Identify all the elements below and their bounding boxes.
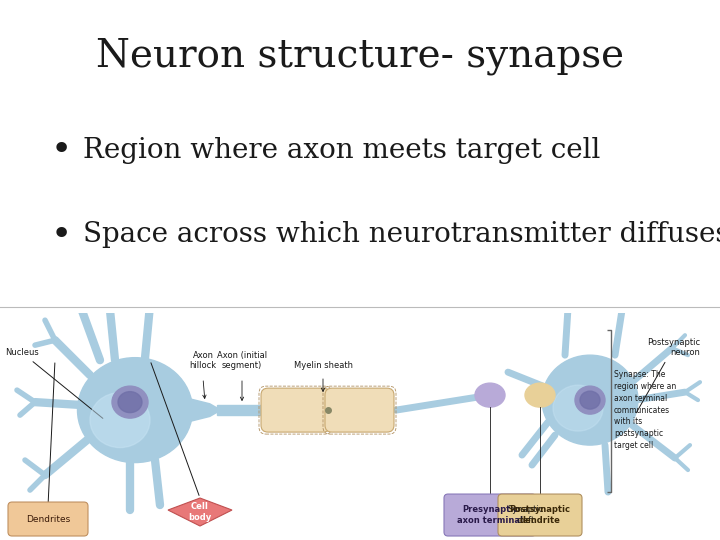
Text: •: • bbox=[50, 218, 72, 252]
Polygon shape bbox=[217, 405, 265, 415]
Text: Nucleus: Nucleus bbox=[5, 348, 103, 418]
Ellipse shape bbox=[553, 385, 603, 431]
FancyBboxPatch shape bbox=[325, 388, 394, 432]
Text: Postsynaptic
dendrite: Postsynaptic dendrite bbox=[510, 505, 570, 525]
Text: Synaptic
cleft: Synaptic cleft bbox=[508, 505, 544, 525]
FancyBboxPatch shape bbox=[261, 388, 330, 432]
Ellipse shape bbox=[575, 386, 605, 414]
Text: Postsynaptic
neuron: Postsynaptic neuron bbox=[636, 338, 700, 413]
Ellipse shape bbox=[475, 383, 505, 407]
Text: Region where axon meets target cell: Region where axon meets target cell bbox=[83, 137, 600, 164]
Text: •: • bbox=[50, 133, 72, 167]
Text: Neuron structure- synapse: Neuron structure- synapse bbox=[96, 38, 624, 75]
Ellipse shape bbox=[525, 383, 555, 407]
Polygon shape bbox=[168, 498, 232, 526]
Text: Presynaptic
axon terminal: Presynaptic axon terminal bbox=[457, 505, 523, 525]
Ellipse shape bbox=[90, 393, 150, 448]
Text: Synapse: The
region where an
axon terminal
communicates
with its
postsynaptic
ta: Synapse: The region where an axon termin… bbox=[614, 370, 676, 450]
FancyBboxPatch shape bbox=[8, 502, 88, 536]
Ellipse shape bbox=[112, 386, 148, 418]
Ellipse shape bbox=[118, 392, 142, 413]
Text: Cell
body: Cell body bbox=[189, 502, 212, 522]
Text: Dendrites: Dendrites bbox=[26, 515, 70, 523]
FancyBboxPatch shape bbox=[498, 494, 582, 536]
Ellipse shape bbox=[78, 357, 192, 463]
FancyBboxPatch shape bbox=[444, 494, 536, 536]
Text: Axon (initial
segment): Axon (initial segment) bbox=[217, 351, 267, 370]
Text: Myelin sheath: Myelin sheath bbox=[294, 361, 353, 370]
Ellipse shape bbox=[542, 355, 638, 445]
Polygon shape bbox=[190, 398, 217, 422]
Text: Space across which neurotransmitter diffuses: Space across which neurotransmitter diff… bbox=[83, 221, 720, 248]
Ellipse shape bbox=[580, 391, 600, 409]
Text: Axon
hillock: Axon hillock bbox=[189, 351, 217, 370]
